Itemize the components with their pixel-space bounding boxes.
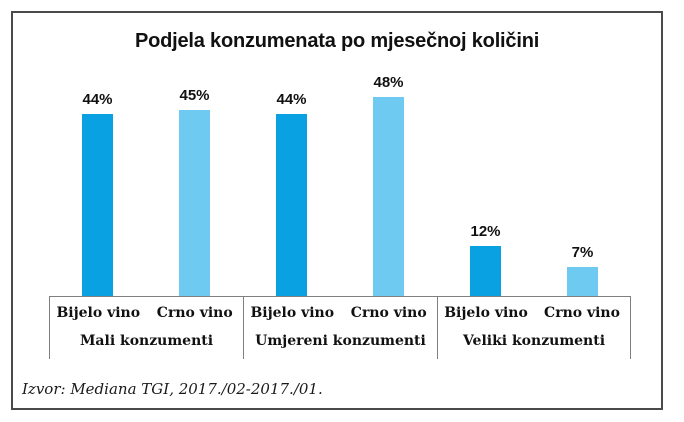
group-label: Mali konzumenti <box>79 333 214 349</box>
bar-slot: 44% <box>243 91 340 296</box>
axis-labels-box: Bijelo vino Crno vino Mali konzumenti <box>49 296 243 359</box>
group-cell: 12% 7% Bijelo vino Crno vino Veliki konzum… <box>437 70 631 359</box>
bar-bijelo-vino <box>82 114 113 296</box>
bar-slot: 48% <box>340 74 437 296</box>
category-label: Crno vino <box>156 305 233 321</box>
bar-bijelo-vino <box>470 246 501 296</box>
chart-title: Podjela konzumenata po mjesečnoj količin… <box>134 30 540 52</box>
category-label: Crno vino <box>544 305 620 321</box>
category-label: Bijelo vino <box>56 305 141 321</box>
bar-crno-vino <box>179 110 210 296</box>
bar-value-label: 44% <box>82 91 113 108</box>
bar-value-label: 44% <box>276 91 307 108</box>
plot-area: 44% 45% Bijelo vino Crno vino Mali konzume… <box>49 70 631 359</box>
bar-slot: 12% <box>437 223 534 296</box>
bar-value-label: 7% <box>571 244 594 261</box>
group-cell: 44% 48% Bijelo vino Crno vino Umjereni kon… <box>243 70 437 359</box>
category-label: Bijelo vino <box>444 305 528 321</box>
category-label: Bijelo vino <box>250 305 335 321</box>
source-note: Izvor: Mediana TGI, 2017./02-2017./01. <box>22 380 323 398</box>
group-label: Veliki konzumenti <box>462 333 606 349</box>
category-label: Crno vino <box>350 305 427 321</box>
axis-labels-box: Bijelo vino Crno vino Umjereni konzumenti <box>243 296 437 359</box>
axis-labels-box: Bijelo vino Crno vino Veliki konzumenti <box>437 296 631 359</box>
bar-crno-vino <box>567 267 598 296</box>
category-row: Bijelo vino Crno vino <box>244 305 437 321</box>
category-row: Bijelo vino Crno vino <box>50 305 243 321</box>
bar-slot: 7% <box>534 244 631 296</box>
category-row: Bijelo vino Crno vino <box>438 305 630 321</box>
bars-row: 44% 45% <box>49 70 243 296</box>
bar-value-label: 12% <box>470 223 501 240</box>
group-cell: 44% 45% Bijelo vino Crno vino Mali konzume… <box>49 70 243 359</box>
bar-crno-vino <box>373 97 404 296</box>
chart-frame: Podjela konzumenata po mjesečnoj količin… <box>11 11 663 410</box>
bar-value-label: 45% <box>179 87 210 104</box>
bars-row: 12% 7% <box>437 70 631 296</box>
bar-slot: 44% <box>49 91 146 296</box>
bar-bijelo-vino <box>276 114 307 296</box>
group-label: Umjereni konzumenti <box>255 333 426 349</box>
bar-slot: 45% <box>146 87 243 296</box>
bar-value-label: 48% <box>373 74 404 91</box>
bars-row: 44% 48% <box>243 70 437 296</box>
